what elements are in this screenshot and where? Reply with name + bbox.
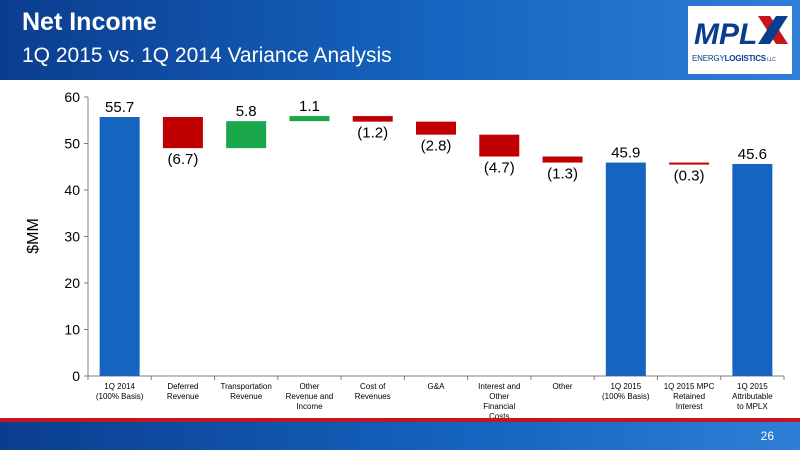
- category-label-line: Revenues: [354, 392, 391, 401]
- chart-data-labels: 55.7 (6.7) 5.8 1.1 (1.2) (2.8) (4.7) (1.3) 45.9 (…: [105, 98, 767, 185]
- data-label-6: (4.7): [484, 160, 515, 177]
- category-label-line: Other: [552, 382, 573, 391]
- category-label-line: Financial: [483, 402, 516, 411]
- category-label-7: Other: [531, 382, 595, 392]
- category-label-6: Interest and Other Financial Costs: [467, 382, 531, 422]
- bar-6: [479, 134, 520, 157]
- chart-axes: 0 10 20 30 40 50 60: [64, 89, 785, 384]
- bar-2: [226, 121, 267, 149]
- bar-0: [99, 116, 140, 377]
- waterfall-chart: 0 10 20 30 40 50 60 55.7 (6.7) 5.8 1.1 (1.2) (2.8) (…: [25, 89, 785, 384]
- category-label-line: (100% Basis): [602, 392, 650, 401]
- y-tick-label: 20: [64, 275, 80, 291]
- footer-stripe: [0, 418, 800, 422]
- category-label-0: 1Q 2014 (100% Basis): [88, 382, 152, 402]
- bar-10: [732, 163, 773, 376]
- page-number: 26: [760, 429, 774, 443]
- y-tick-label: 40: [64, 182, 80, 198]
- category-label-line: Interest: [675, 402, 703, 411]
- data-label-4: (1.2): [357, 125, 388, 142]
- category-label-line: to MPLX: [737, 402, 768, 411]
- category-label-line: Costs: [489, 412, 510, 421]
- y-axis-label: $MM: [25, 218, 42, 254]
- category-label-line: Cost of: [360, 382, 386, 391]
- y-tick-label: 10: [64, 322, 80, 338]
- category-label-8: 1Q 2015 (100% Basis): [594, 382, 658, 402]
- bar-3: [289, 116, 330, 122]
- category-label-10: 1Q 2015 Attributable to MPLX: [720, 382, 784, 412]
- footer-bar: [0, 422, 800, 450]
- category-label-line: Attributable: [732, 392, 773, 401]
- chart-bars: [99, 116, 773, 377]
- category-label-line: G&A: [427, 382, 445, 391]
- category-label-line: Revenue: [230, 392, 263, 401]
- category-label-9: 1Q 2015 MPC Retained Interest: [657, 382, 721, 412]
- y-tick-label: 0: [72, 368, 80, 384]
- mplx-logo-icon: MPL: [694, 16, 788, 51]
- category-label-line: (100% Basis): [95, 392, 144, 401]
- bar-4: [352, 116, 393, 122]
- category-label-line: 1Q 2015: [737, 382, 768, 391]
- data-label-2: 5.8: [236, 103, 257, 120]
- header-bar: [0, 0, 800, 80]
- data-label-8: 45.9: [611, 145, 640, 162]
- category-label-3: Other Revenue and Income: [277, 382, 341, 412]
- data-label-5: (2.8): [421, 138, 452, 155]
- data-label-7: (1.3): [547, 166, 578, 183]
- category-label-line: 1Q 2014: [104, 382, 135, 391]
- category-label-1: Deferred Revenue: [151, 382, 215, 402]
- category-label-line: Other: [489, 392, 510, 401]
- bar-1: [162, 116, 203, 149]
- svg-text:MPL: MPL: [694, 18, 757, 51]
- category-label-4: Cost of Revenues: [341, 382, 405, 402]
- bar-7: [542, 156, 583, 163]
- category-label-line: Interest and: [478, 382, 521, 391]
- data-label-10: 45.6: [738, 146, 767, 163]
- y-tick-label: 50: [64, 136, 80, 152]
- data-label-9: (0.3): [674, 168, 705, 185]
- data-label-0: 55.7: [105, 99, 134, 116]
- bar-5: [416, 121, 456, 135]
- category-label-line: Transportation: [220, 382, 272, 391]
- mplx-logo: MPL ENERGYLOGISTICS LLC: [688, 6, 792, 74]
- category-label-2: Transportation Revenue: [214, 382, 278, 402]
- category-label-line: Revenue and: [285, 392, 334, 401]
- data-label-3: 1.1: [299, 98, 320, 115]
- bar-9: [669, 162, 710, 165]
- category-label-line: 1Q 2015 MPC: [663, 382, 715, 391]
- bar-8: [605, 162, 646, 376]
- page-title: Net Income: [22, 8, 157, 36]
- y-tick-label: 60: [64, 89, 80, 105]
- page-subtitle: 1Q 2015 vs. 1Q 2014 Variance Analysis: [22, 44, 392, 67]
- category-label-line: 1Q 2015: [610, 382, 642, 391]
- category-label-line: Retained: [673, 392, 706, 401]
- category-label-line: Other: [299, 382, 320, 391]
- y-tick-label: 30: [64, 229, 80, 245]
- category-label-line: Deferred: [167, 382, 199, 391]
- category-label-line: Revenue: [166, 392, 199, 401]
- category-label-5: G&A: [404, 382, 468, 392]
- logo-tagline: ENERGYLOGISTICS LLC: [692, 54, 776, 63]
- data-label-1: (6.7): [167, 151, 198, 168]
- category-label-line: Income: [296, 402, 323, 411]
